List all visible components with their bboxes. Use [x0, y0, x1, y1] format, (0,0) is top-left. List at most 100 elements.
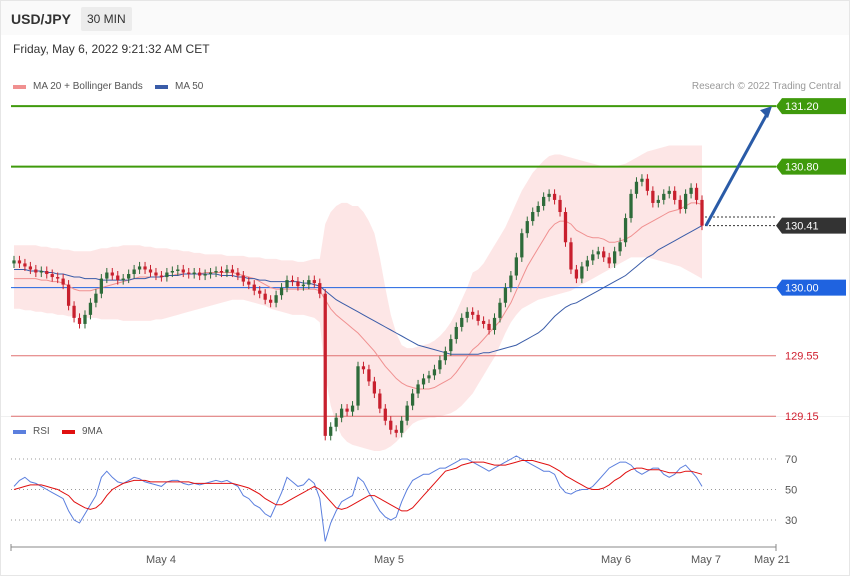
candle-body	[634, 181, 639, 194]
candle-body	[268, 299, 273, 303]
candle-body	[127, 274, 131, 279]
candle-body	[460, 317, 464, 327]
candle-body	[318, 283, 322, 294]
legend-label-ma20: MA 20 + Bollinger Bands	[33, 81, 143, 92]
bollinger-band-area	[14, 145, 702, 451]
candle-body	[492, 317, 497, 330]
candle-body	[230, 269, 235, 273]
candle-body	[443, 351, 448, 361]
candle-body	[432, 369, 437, 376]
candle-body	[132, 269, 136, 275]
candle-body	[427, 375, 431, 379]
candle-body	[296, 281, 300, 287]
candle-body	[203, 274, 207, 276]
candle-body	[198, 272, 202, 276]
candle-body	[94, 293, 98, 303]
candle-body	[290, 280, 295, 282]
candle-body	[389, 420, 393, 430]
x-axis-label: May 4	[146, 554, 176, 566]
candle-body	[28, 266, 33, 270]
candle-body	[569, 242, 573, 270]
legend-label-rsi-ma: 9MA	[82, 426, 103, 437]
candle-body	[208, 272, 213, 275]
candle-body	[400, 420, 404, 433]
candle-body	[700, 199, 704, 226]
candle-body	[50, 274, 54, 278]
candle-body	[596, 251, 600, 255]
candle-body	[110, 272, 114, 276]
candle-body	[694, 187, 699, 200]
candle-body	[225, 269, 229, 273]
candle-body	[219, 271, 224, 273]
rsi-level-label-70: 70	[785, 454, 797, 466]
x-axis-label: May 6	[601, 554, 631, 566]
candle-body	[525, 221, 529, 234]
candle-body	[552, 193, 557, 200]
candle-body	[416, 384, 420, 394]
legend-ma20-bb: MA 20 + Bollinger Bands	[13, 81, 143, 92]
research-credit: Research © 2022 Trading Central	[691, 81, 841, 92]
candle-body	[170, 271, 174, 273]
candle-body	[247, 281, 251, 285]
candle-body	[487, 323, 491, 330]
candle-body	[372, 381, 377, 394]
candle-body	[192, 272, 196, 275]
candle-body	[77, 317, 82, 324]
x-axis-label: May 7	[691, 554, 721, 566]
candle-body	[498, 302, 502, 318]
candle-body	[454, 326, 458, 340]
candle-body	[312, 280, 316, 284]
candle-body	[438, 360, 442, 370]
candle-body	[383, 408, 387, 421]
candle-body	[143, 266, 147, 270]
candle-body	[176, 269, 180, 271]
candle-body	[410, 393, 415, 406]
candle-body	[378, 393, 382, 409]
candle-body	[105, 272, 109, 279]
candle-body	[471, 311, 475, 315]
candle-body	[607, 257, 611, 264]
timestamp: Friday, May 6, 2022 9:21:32 AM CET	[13, 42, 210, 56]
candle-body	[159, 275, 164, 278]
candle-body	[476, 314, 480, 321]
candle-body	[689, 187, 693, 194]
candle-body	[339, 408, 344, 418]
candle-body	[509, 275, 513, 288]
symbol-title: USD/JPY	[11, 11, 71, 27]
legend-swatch-rsi-ma	[62, 429, 75, 434]
candle-body	[34, 269, 38, 273]
candle-body	[662, 193, 666, 200]
candle-body	[23, 263, 27, 267]
candle-body	[12, 260, 16, 264]
candle-body	[345, 408, 349, 412]
candle-body	[481, 320, 486, 324]
projection-arrow-head	[760, 106, 772, 119]
candle-body	[405, 405, 409, 421]
timeframe-badge[interactable]: 30 MIN	[81, 7, 132, 31]
candle-body	[274, 295, 278, 303]
candle-body	[263, 293, 267, 300]
candle-body	[181, 269, 185, 273]
projection-arrow	[704, 111, 770, 227]
rsi-level-label-30: 30	[785, 515, 797, 527]
candle-body	[241, 275, 245, 282]
candle-body	[602, 251, 606, 258]
legend-label-ma50: MA 50	[175, 81, 204, 92]
candle-body	[350, 405, 355, 412]
level-tag-130-41	[776, 217, 846, 234]
candle-body	[465, 311, 469, 318]
candle-body	[72, 305, 76, 318]
candle-body	[307, 280, 311, 285]
legend-swatch-ma20	[13, 84, 26, 89]
candle-body	[558, 199, 562, 213]
candle-body	[214, 271, 218, 273]
candle-body	[673, 190, 677, 200]
level-tag-130-00	[776, 279, 846, 296]
candle-body	[66, 284, 71, 306]
candle-body	[279, 287, 284, 296]
candle-body	[618, 242, 622, 252]
candle-body	[323, 293, 327, 436]
candle-body	[121, 278, 125, 281]
candle-body	[683, 193, 688, 209]
